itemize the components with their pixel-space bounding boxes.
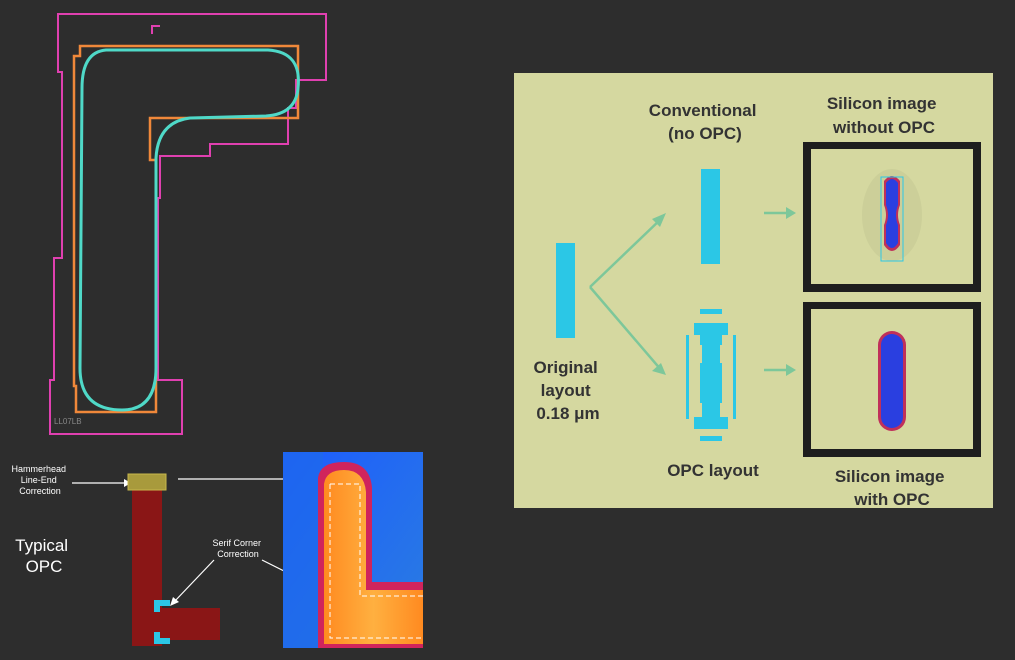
opc-outline [72,44,300,414]
layout-caption: LL07LB [54,417,82,426]
arrow-to-conventional-head [652,213,666,227]
arrows-to-silicon [764,211,790,372]
silicon-contour [78,48,300,412]
arrow-to-without-head [786,207,796,219]
original-layout-label: Original layout 0.18 μm [534,358,603,423]
silicon-without-opc-label: Silicon image without OPC [827,94,941,137]
typical-opc-label: Typical OPC [15,536,73,576]
original-layout-feature [556,243,575,338]
silicon-with-opc-label: Silicon image with OPC [835,467,949,508]
poly-horizontal-bar [162,608,220,640]
serif-corner-top [154,600,170,612]
split-arrows [589,217,663,372]
outer-boundary-outline [49,13,327,435]
typical-opc-figure: Typical OPC Hammerhead Line-End Correcti… [11,452,423,648]
serif-label: Serif Corner Correction [212,538,263,559]
hammerhead-cap [127,473,167,491]
silicon-image-with-opc [803,302,981,457]
serif-pointer-left [173,559,215,603]
opc-layout-label: OPC layout [667,461,759,480]
arrow-to-opc-head [652,363,666,375]
silicon-image-without-opc [803,142,981,292]
arrow-to-with-head [786,364,796,376]
simulation-image [283,452,423,648]
opc-layout-feature [686,309,736,441]
opc-comparison-panel: Conventional (no OPC) Silicon image with… [514,73,993,508]
poly-vertical-bar [132,488,162,646]
l-shape-layout-figure: LL07LB [49,13,327,435]
conventional-label: Conventional (no OPC) [649,101,761,143]
serif-corner-bottom [154,632,170,644]
outer-boundary-notch [151,25,160,34]
serif-pointer-left-head [170,597,179,606]
conventional-feature [701,169,720,264]
hammerhead-label: Hammerhead Line-End Correction [11,464,68,496]
